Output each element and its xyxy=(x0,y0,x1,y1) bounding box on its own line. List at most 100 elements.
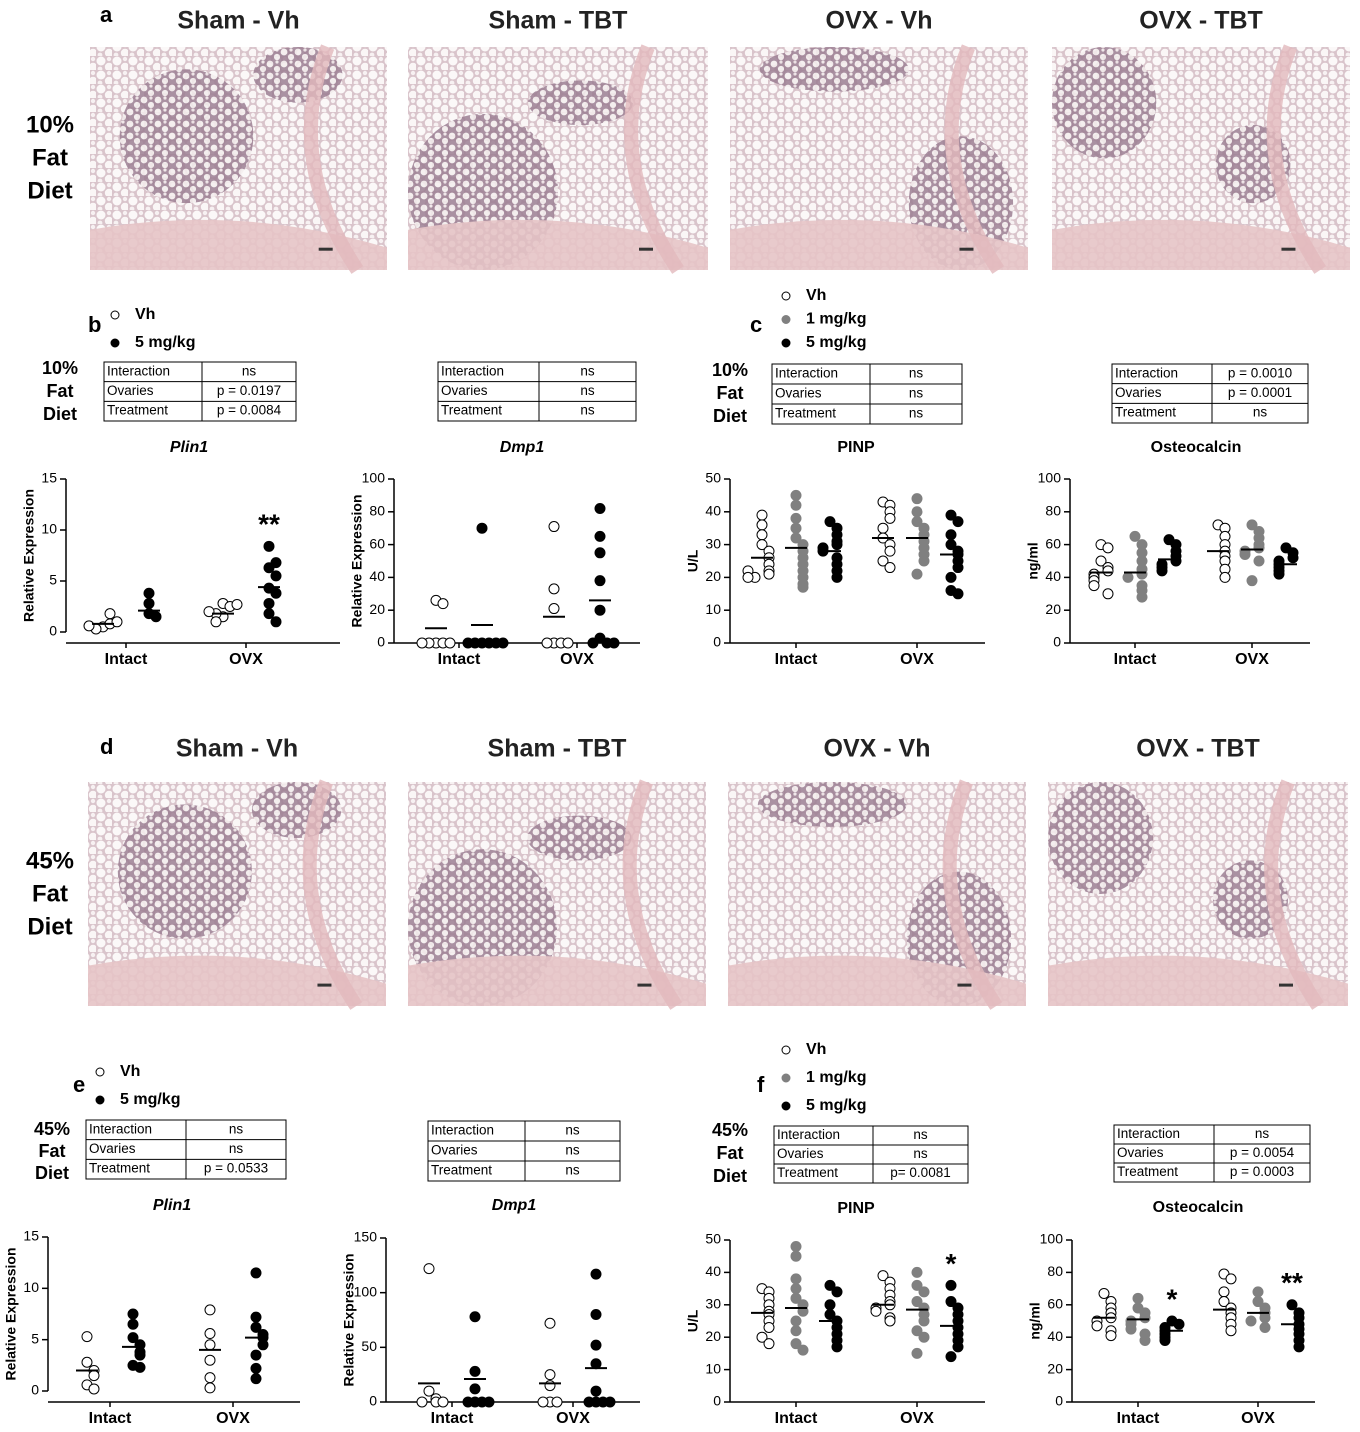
data-point xyxy=(423,1263,435,1275)
table-cell: Interaction xyxy=(89,1121,152,1136)
scale-bar xyxy=(1279,983,1293,987)
y-tick-label: 50 xyxy=(705,470,721,486)
data-point xyxy=(590,1309,602,1321)
x-tick-label: OVX xyxy=(1241,1410,1275,1427)
data-point xyxy=(1219,571,1231,583)
bone-edge xyxy=(1266,44,1327,274)
y-tick-label: 20 xyxy=(1045,601,1061,617)
table-cell: ns xyxy=(580,383,595,398)
legend-marker xyxy=(781,338,791,348)
data-point xyxy=(1139,1312,1151,1324)
bone-band xyxy=(408,219,708,270)
diet-label: 45% xyxy=(34,1119,70,1139)
y-tick-label: 40 xyxy=(1045,568,1061,584)
x-tick-label: OVX xyxy=(229,651,263,668)
data-point xyxy=(127,1318,139,1330)
bone-band xyxy=(88,955,386,1006)
image-title: OVX - TBT xyxy=(1136,735,1260,763)
bone-band xyxy=(408,955,706,1006)
data-point xyxy=(756,1331,768,1343)
data-point xyxy=(756,539,768,551)
table-cell: Treatment xyxy=(441,403,502,418)
table-cell: Ovaries xyxy=(89,1141,136,1156)
table-cell: ns xyxy=(1253,405,1268,420)
data-point xyxy=(127,1332,139,1344)
x-tick-label: Intact xyxy=(1114,651,1157,668)
y-tick-label: 5 xyxy=(49,572,57,588)
data-point xyxy=(416,637,428,649)
table-cell: Interaction xyxy=(1117,1126,1180,1141)
y-axis-label: Relative Expression xyxy=(341,1253,357,1386)
data-point xyxy=(204,1328,216,1340)
data-point xyxy=(204,1372,216,1384)
data-point xyxy=(877,1270,889,1282)
data-point xyxy=(1245,1315,1257,1327)
legend-marker xyxy=(781,315,791,324)
legend-label: 5 mg/kg xyxy=(135,334,195,351)
data-point xyxy=(911,516,923,528)
data-point xyxy=(1088,580,1100,592)
y-tick-label: 0 xyxy=(713,1393,721,1409)
legend-label: 1 mg/kg xyxy=(806,311,866,328)
table-cell: Treatment xyxy=(1117,1164,1178,1179)
y-axis-label: Relative Expression xyxy=(349,494,365,627)
data-point xyxy=(870,1305,882,1317)
data-point xyxy=(1286,1299,1298,1311)
diet-label: Fat xyxy=(47,381,74,401)
data-point xyxy=(1259,1321,1271,1333)
data-point xyxy=(204,1339,216,1351)
panel-letter: e xyxy=(73,1072,85,1097)
significance-mark: ** xyxy=(258,509,280,540)
data-point xyxy=(824,1279,836,1291)
data-point xyxy=(1259,1312,1271,1324)
diet-label: 45% xyxy=(26,847,74,874)
table-cell: Treatment xyxy=(431,1163,492,1178)
legend-label: 5 mg/kg xyxy=(806,1097,866,1114)
data-point xyxy=(204,1304,216,1316)
data-point xyxy=(1218,1296,1230,1308)
data-point xyxy=(210,616,222,628)
data-point xyxy=(1125,1323,1137,1335)
data-point xyxy=(250,1362,262,1374)
data-point xyxy=(763,1321,775,1333)
data-point xyxy=(911,1279,923,1291)
marrow-region xyxy=(1048,782,1153,894)
y-tick-label: 40 xyxy=(1047,1328,1063,1344)
table-cell: Treatment xyxy=(777,1165,838,1180)
stats-table xyxy=(773,1125,969,1184)
stats-table xyxy=(1111,363,1309,424)
table-cell: p = 0.0533 xyxy=(204,1161,268,1176)
table-cell: ns xyxy=(1255,1126,1270,1141)
marrow-region xyxy=(759,47,909,92)
y-tick-label: 20 xyxy=(369,601,385,617)
legend-marker xyxy=(781,291,791,301)
x-tick-label: OVX xyxy=(556,1410,590,1427)
data-point xyxy=(544,1380,556,1392)
data-point xyxy=(562,637,574,649)
table-cell: p = 0.0197 xyxy=(217,383,281,398)
table-cell: Ovaries xyxy=(441,383,488,398)
panel-letter: b xyxy=(88,312,101,337)
y-tick-label: 30 xyxy=(705,535,721,551)
y-tick-label: 0 xyxy=(31,1382,39,1398)
y-tick-label: 0 xyxy=(49,623,57,639)
data-point xyxy=(257,1339,269,1351)
y-tick-label: 10 xyxy=(41,521,57,537)
data-point xyxy=(416,1396,428,1408)
data-point xyxy=(548,583,560,595)
data-point xyxy=(945,529,957,541)
data-point xyxy=(590,1268,602,1280)
table-cell: Interaction xyxy=(431,1123,494,1138)
table-cell: Ovaries xyxy=(431,1143,478,1158)
data-point xyxy=(104,608,116,620)
x-tick-label: OVX xyxy=(560,651,594,668)
marrow-region xyxy=(119,69,254,204)
data-point xyxy=(1132,1292,1144,1304)
histology-image xyxy=(90,44,387,274)
y-axis-label: U/L xyxy=(685,1309,701,1332)
data-point xyxy=(1253,542,1265,554)
data-point xyxy=(884,1315,896,1327)
data-point xyxy=(911,1347,923,1359)
data-point xyxy=(88,1370,100,1382)
